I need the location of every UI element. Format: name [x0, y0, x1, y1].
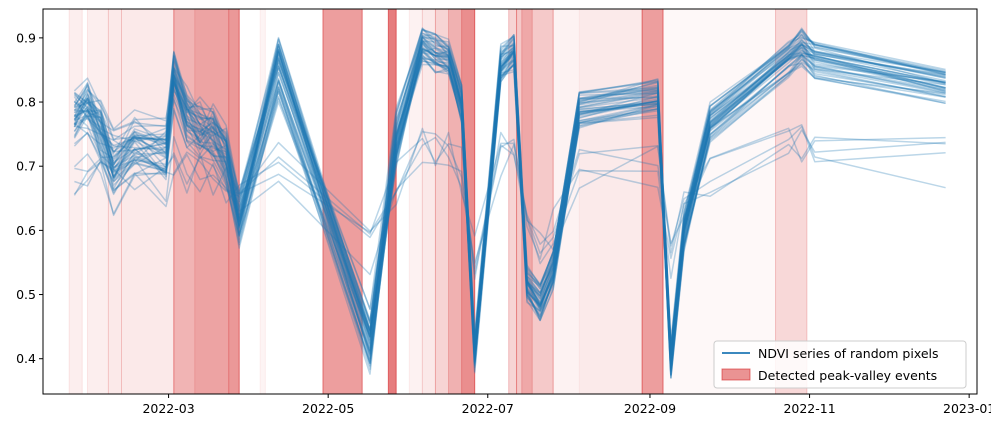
ndvi-series-line — [73, 56, 946, 379]
series-layer — [73, 27, 946, 379]
event-span — [86, 9, 109, 394]
legend-box — [713, 340, 967, 389]
ndvi-series-line — [74, 48, 946, 369]
y-axis: 0.4 0.5 0.6 0.7 0.8 0.9 — [16, 30, 43, 366]
ndvi-series-line — [73, 33, 946, 362]
ndvi-series-line — [74, 27, 946, 352]
ndvi-series-line — [73, 54, 946, 375]
ndvi-series-line — [73, 57, 946, 376]
ndvi-series-line — [73, 127, 946, 280]
ndvi-series-line — [73, 42, 946, 364]
event-span — [461, 9, 476, 394]
ndvi-series-line — [74, 131, 946, 275]
plot-area — [43, 9, 977, 394]
plot-frame — [42, 8, 978, 395]
event-span — [387, 9, 397, 394]
ndvi-series-line — [73, 60, 946, 376]
ndvi-series-line — [73, 51, 946, 372]
ndvi-series-line — [73, 55, 946, 371]
y-tick-label: 0.6 — [16, 223, 36, 238]
ndvi-series-line — [74, 48, 946, 370]
event-span — [173, 9, 240, 394]
ndvi-series-line — [73, 47, 946, 360]
ndvi-series-line — [73, 54, 946, 377]
legend-event-swatch — [721, 368, 751, 381]
y-tick-label: 0.4 — [16, 351, 36, 366]
ndvi-series-line — [73, 27, 946, 352]
event-span — [578, 9, 643, 394]
event-span — [775, 9, 808, 394]
x-tick-label: 2022-11 — [783, 401, 835, 416]
ndvi-series-line — [73, 36, 946, 351]
ndvi-series-line — [74, 45, 946, 371]
ndvi-series-line — [73, 127, 946, 280]
event-span — [120, 9, 175, 394]
event-span — [641, 9, 664, 394]
y-tick-label: 0.9 — [16, 30, 36, 45]
ndvi-series-line — [73, 40, 946, 357]
event-span — [107, 9, 122, 394]
ndvi-series-line — [73, 124, 946, 276]
x-tick-label: 2022-03 — [142, 401, 194, 416]
event-span — [68, 9, 83, 394]
event-span — [508, 9, 518, 394]
events-layer — [68, 9, 808, 394]
ndvi-series-line — [73, 57, 946, 379]
ndvi-series-line — [73, 30, 946, 348]
event-span — [259, 9, 266, 394]
y-tick-label: 0.8 — [16, 95, 36, 110]
ndvi-series-line — [73, 47, 946, 370]
y-tick-label: 0.7 — [16, 159, 36, 174]
ndvi-series-line — [74, 46, 946, 371]
x-axis: 2022-03 2022-05 2022-07 2022-09 2022-11 2023-… — [142, 394, 991, 416]
ndvi-series-line — [73, 35, 946, 350]
ndvi-series-line — [74, 125, 946, 264]
ndvi-series-line — [73, 27, 946, 348]
ndvi-series-line — [73, 37, 946, 364]
ndvi-series-line — [73, 44, 946, 360]
event-span — [322, 9, 363, 394]
ndvi-series-line — [74, 41, 946, 365]
ndvi-series-line — [73, 43, 946, 359]
ndvi-series-line — [73, 38, 946, 353]
event-span — [521, 9, 533, 394]
event-span — [516, 9, 554, 394]
ndvi-series-line — [73, 54, 946, 379]
ndvi-series-line — [73, 50, 946, 370]
ndvi-series-line — [73, 36, 946, 351]
x-tick-label: 2022-07 — [462, 401, 514, 416]
ndvi-series-line — [74, 46, 946, 370]
x-tick-label: 2022-09 — [624, 401, 676, 416]
ndvi-series-line — [73, 28, 946, 352]
legend-series-label: NDVI series of random pixels — [758, 346, 939, 361]
ndvi-series-line — [73, 29, 946, 348]
x-tick-label: 2022-05 — [302, 401, 354, 416]
event-span — [228, 9, 240, 394]
ndvi-series-line — [73, 40, 946, 356]
ndvi-series-line — [73, 30, 946, 351]
ndvi-series-line — [74, 54, 946, 372]
event-span — [421, 9, 436, 394]
event-span — [552, 9, 643, 394]
ndvi-series-line — [73, 39, 946, 361]
legend: NDVI series of random pixels Detected pe… — [713, 340, 967, 389]
ndvi-series-line — [74, 40, 946, 364]
ndvi-series-line — [73, 40, 946, 360]
event-span — [408, 9, 423, 394]
ndvi-series-line — [74, 49, 946, 368]
ndvi-series-line — [73, 39, 946, 365]
event-span — [194, 9, 230, 394]
x-tick-label: 2023-01 — [943, 401, 991, 416]
y-tick-label: 0.5 — [16, 287, 36, 302]
ndvi-series-line — [73, 42, 946, 365]
ndvi-series-line — [73, 28, 946, 349]
event-span — [448, 9, 476, 394]
legend-event-label: Detected peak-valley events — [758, 368, 937, 383]
ndvi-series-line — [73, 32, 946, 343]
event-span — [434, 9, 476, 394]
